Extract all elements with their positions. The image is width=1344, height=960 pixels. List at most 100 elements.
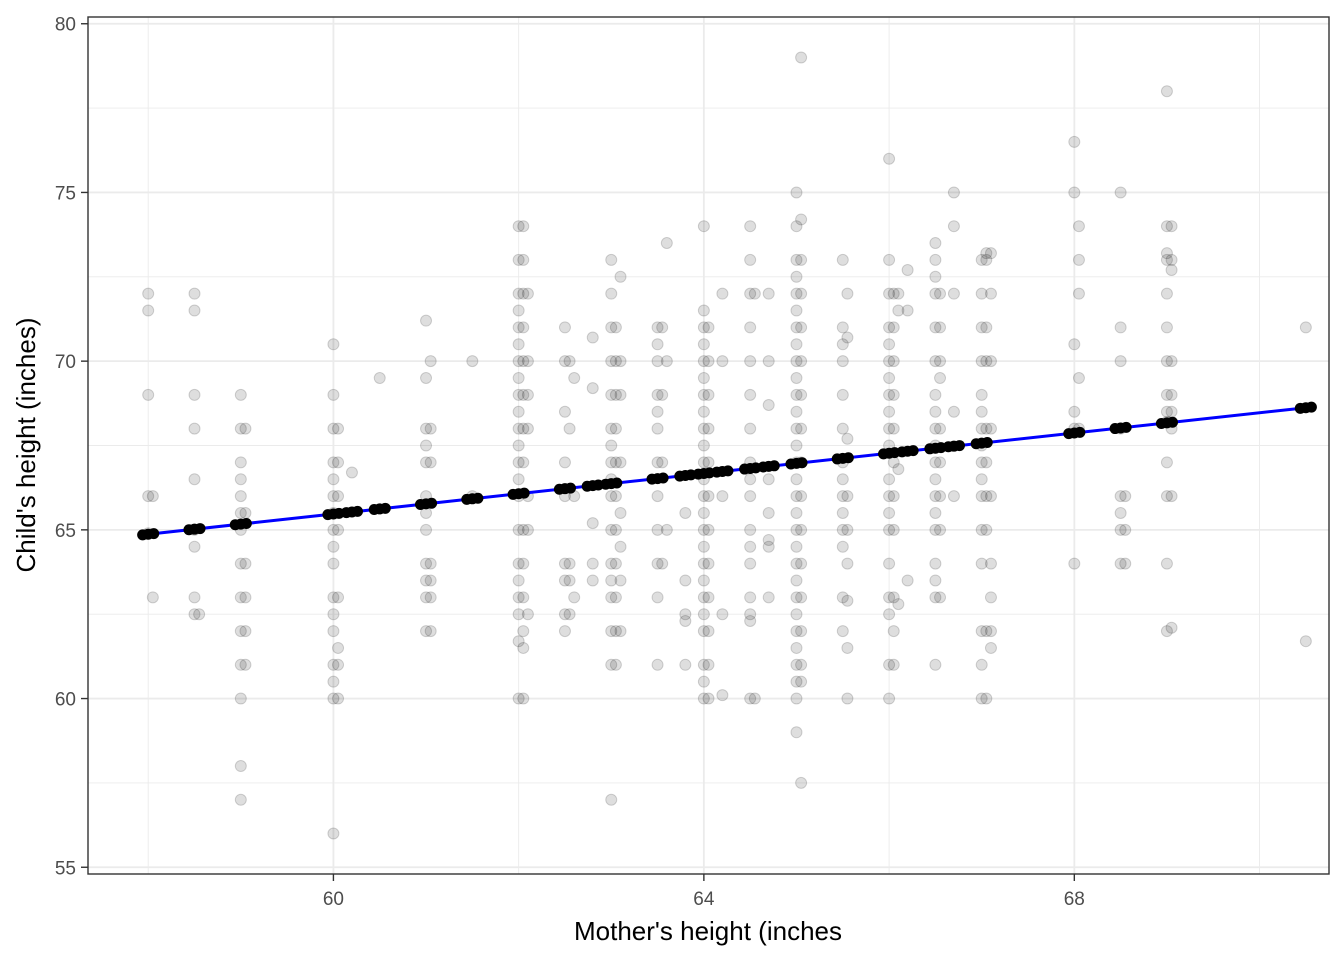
data-point	[975, 625, 988, 638]
data-point	[327, 625, 340, 638]
fitted-point	[472, 492, 484, 504]
data-point	[605, 287, 618, 300]
data-point	[512, 405, 525, 418]
data-point	[512, 372, 525, 385]
panel-border	[87, 16, 1330, 875]
data-point	[697, 321, 710, 334]
data-point	[980, 253, 993, 266]
data-point	[980, 247, 993, 260]
data-point	[327, 608, 340, 621]
data-point	[142, 287, 155, 300]
data-point	[193, 608, 206, 621]
data-point	[605, 490, 618, 503]
data-point	[984, 591, 997, 604]
data-point	[901, 264, 914, 277]
data-point	[883, 608, 896, 621]
data-point	[841, 523, 854, 536]
data-point	[716, 608, 729, 621]
data-point	[234, 591, 247, 604]
data-point	[1299, 635, 1312, 648]
data-point	[1160, 625, 1173, 638]
data-point	[521, 523, 534, 536]
data-point	[420, 372, 433, 385]
data-point	[795, 658, 808, 671]
data-point	[234, 422, 247, 435]
data-point	[332, 456, 345, 469]
data-point	[795, 422, 808, 435]
data-point	[651, 658, 664, 671]
data-point	[790, 287, 803, 300]
data-point	[883, 338, 896, 351]
data-point	[883, 591, 896, 604]
data-point	[679, 608, 692, 621]
data-point	[887, 625, 900, 638]
data-point	[762, 540, 775, 553]
data-point	[975, 355, 988, 368]
data-point	[679, 506, 692, 519]
data-point	[512, 422, 525, 435]
data-point	[841, 331, 854, 344]
data-point	[790, 726, 803, 739]
data-point	[697, 506, 710, 519]
data-point	[947, 220, 960, 233]
data-point	[586, 382, 599, 395]
data-point	[892, 287, 905, 300]
data-point	[716, 287, 729, 300]
data-point	[656, 321, 669, 334]
data-point	[702, 692, 715, 705]
data-point	[614, 540, 627, 553]
data-point	[420, 557, 433, 570]
data-point	[563, 574, 576, 587]
data-point	[883, 253, 896, 266]
data-point	[702, 388, 715, 401]
data-point	[836, 355, 849, 368]
data-point	[234, 557, 247, 570]
data-point	[947, 287, 960, 300]
data-point	[702, 557, 715, 570]
data-point	[651, 591, 664, 604]
data-point	[188, 388, 201, 401]
data-point	[517, 220, 530, 233]
data-point	[239, 591, 252, 604]
data-point	[679, 658, 692, 671]
data-point	[744, 321, 757, 334]
data-point	[420, 625, 433, 638]
data-point	[790, 186, 803, 199]
data-point	[762, 399, 775, 412]
fitted-points	[137, 401, 1317, 541]
data-point	[790, 641, 803, 654]
data-point	[836, 625, 849, 638]
data-point	[975, 490, 988, 503]
data-point	[614, 506, 627, 519]
data-point	[1068, 405, 1081, 418]
data-point	[929, 388, 942, 401]
data-point	[887, 355, 900, 368]
data-point	[609, 422, 622, 435]
data-point	[605, 574, 618, 587]
data-point	[512, 456, 525, 469]
data-point	[841, 641, 854, 654]
data-point	[558, 456, 571, 469]
data-point	[1114, 355, 1127, 368]
data-point	[424, 574, 437, 587]
data-point	[1114, 186, 1127, 199]
data-point	[605, 557, 618, 570]
data-point	[795, 355, 808, 368]
data-point	[234, 490, 247, 503]
data-point	[188, 422, 201, 435]
data-point	[795, 51, 808, 64]
data-point	[1165, 388, 1178, 401]
data-point	[744, 523, 757, 536]
fitted-point	[1120, 421, 1132, 433]
data-point	[512, 321, 525, 334]
data-point	[234, 658, 247, 671]
data-point	[980, 355, 993, 368]
data-point	[239, 625, 252, 638]
data-point	[327, 658, 340, 671]
data-point	[883, 658, 896, 671]
data-point	[841, 490, 854, 503]
data-point	[1114, 523, 1127, 536]
data-point	[929, 321, 942, 334]
fitted-point	[240, 518, 252, 530]
data-point	[651, 355, 664, 368]
